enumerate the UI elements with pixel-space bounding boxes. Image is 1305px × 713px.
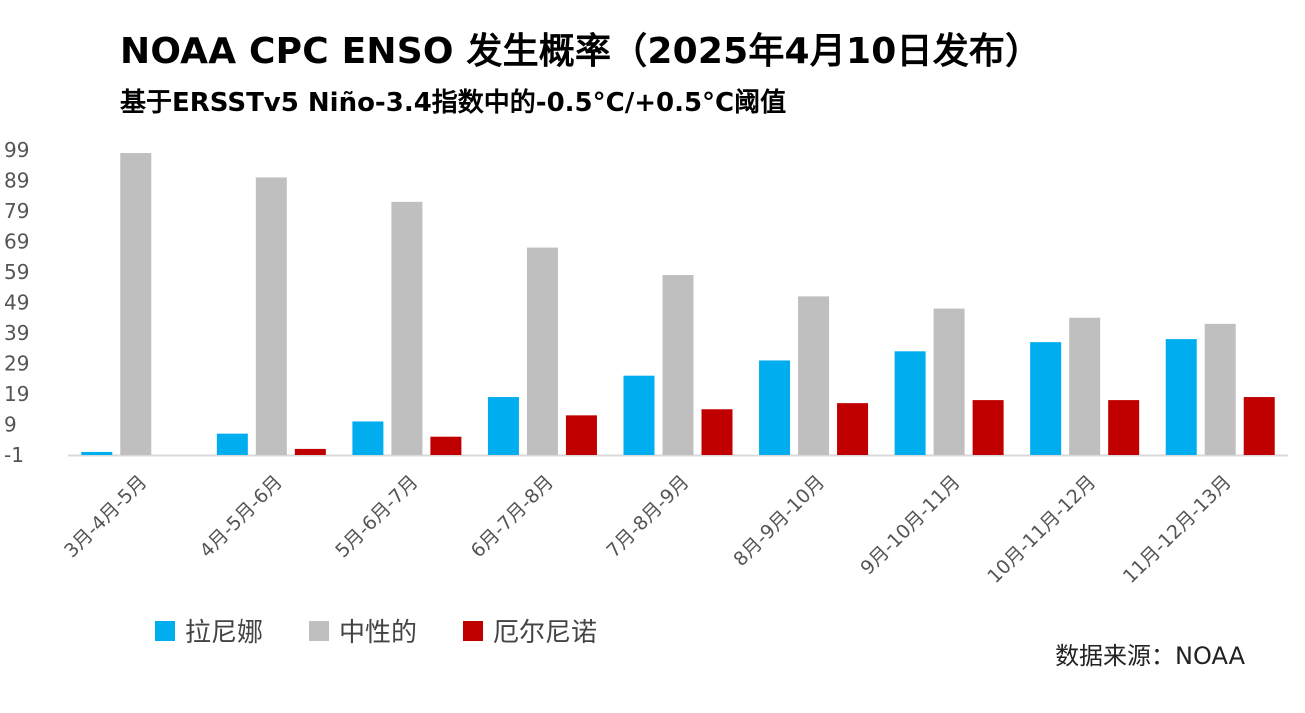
bar-el-nino [294, 448, 326, 455]
y-tick-label: 69 [4, 230, 29, 254]
x-category-label: 11月-12月-13月 [1119, 471, 1236, 588]
x-category-label: 10月-11月-12月 [983, 471, 1100, 588]
legend-swatch-neutral [309, 620, 330, 641]
y-tick-label: -1 [4, 443, 24, 467]
y-tick-label: 89 [4, 169, 29, 193]
y-tick-label: 59 [4, 260, 29, 284]
bar-el-nino [972, 400, 1004, 455]
bar-neutral [662, 275, 694, 455]
y-tick-label: 9 [4, 413, 17, 437]
x-category-label: 3月-4月-5月 [60, 471, 151, 562]
bar-la-nina [1030, 342, 1062, 455]
bar-la-nina [759, 360, 791, 455]
bar-neutral [255, 177, 287, 455]
chart-subtitle: 基于ERSSTv5 Niño-3.4指数中的-0.5°C/+0.5°C阈值 [120, 88, 787, 118]
source-note: 数据来源：NOAA [1055, 642, 1245, 670]
bar-neutral [391, 201, 423, 455]
bar-neutral [798, 296, 830, 455]
bar-neutral [120, 153, 152, 456]
bar-el-nino [430, 436, 462, 455]
y-tick-label: 39 [4, 321, 29, 345]
legend-swatch-la-nina [155, 620, 175, 641]
y-tick-label: 29 [4, 352, 29, 376]
x-category-label: 7月-8月-9月 [602, 471, 693, 562]
legend-label-el-nino: 厄尔尼诺 [493, 618, 598, 648]
legend-item-el-nino: 厄尔尼诺 [463, 612, 597, 649]
bar-el-nino [837, 403, 869, 455]
legend-item-la-nina: 拉尼娜 [155, 612, 263, 649]
y-tick-label: 49 [4, 291, 29, 315]
y-tick-label: 19 [4, 382, 29, 406]
legend-label-neutral: 中性的 [339, 618, 418, 648]
bar-la-nina [352, 421, 384, 455]
bar-neutral [933, 308, 965, 455]
legend-swatch-el-nino [463, 620, 484, 641]
x-category-label: 8月-9月-10月 [729, 471, 829, 571]
y-tick-label: 99 [4, 138, 29, 162]
legend-item-neutral: 中性的 [309, 612, 417, 649]
bar-el-nino [565, 415, 597, 455]
bar-el-nino [1243, 397, 1275, 455]
bar-la-nina [1165, 339, 1197, 455]
bar-el-nino [701, 409, 733, 455]
bar-la-nina [487, 397, 519, 455]
bar-neutral [526, 247, 558, 455]
legend-label-la-nina: 拉尼娜 [185, 618, 264, 648]
x-category-label: 9月-10月-11月 [856, 471, 964, 579]
y-tick-label: 79 [4, 199, 29, 223]
bar-neutral [1069, 317, 1101, 455]
bar-la-nina [894, 351, 926, 455]
x-category-label: 4月-5月-6月 [196, 471, 287, 562]
bar-la-nina [623, 375, 655, 455]
x-category-label: 5月-6月-7月 [331, 471, 422, 562]
bar-neutral [1204, 323, 1236, 455]
bar-el-nino [1108, 400, 1140, 455]
legend: 拉尼娜 中性的 厄尔尼诺 [155, 612, 643, 649]
bar-la-nina [216, 433, 248, 455]
x-category-label: 6月-7月-8月 [467, 471, 558, 562]
bar-la-nina [81, 451, 113, 455]
chart-title: NOAA CPC ENSO 发生概率（2025年4月10日发布） [120, 31, 1042, 72]
